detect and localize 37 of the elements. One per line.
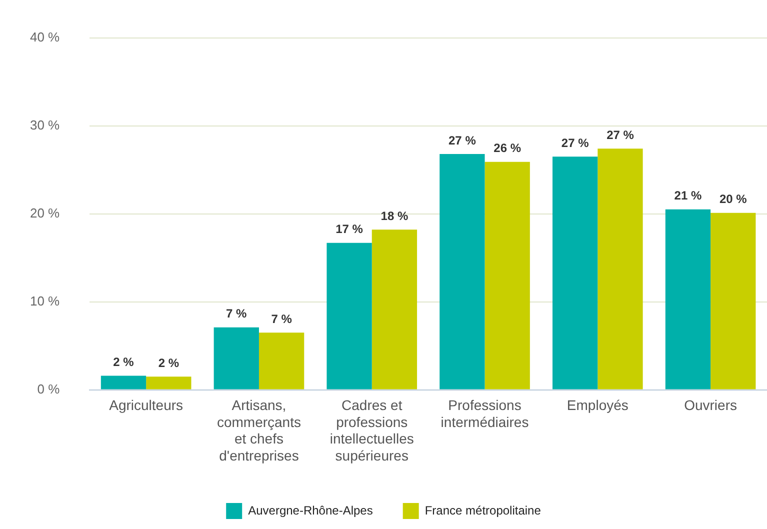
- data-label: 17 %: [336, 222, 364, 236]
- bar: [146, 376, 192, 390]
- bar: [372, 230, 418, 390]
- x-tick-label: Cadres et professions intellectuelles supérieures: [330, 397, 414, 464]
- legend-label: France métropolitaine: [424, 503, 542, 518]
- y-tick-label: 40 %: [30, 29, 60, 44]
- bar: [440, 154, 485, 390]
- data-label: 18 %: [380, 208, 408, 223]
- x-tick-label: Professions intermédiaires: [440, 397, 529, 430]
- x-tick-label: Employés: [566, 397, 628, 414]
- data-label: 27 %: [561, 136, 590, 150]
- data-label: 2 %: [113, 355, 134, 370]
- bar: [710, 212, 756, 390]
- bar: [665, 209, 711, 390]
- bar: [258, 332, 304, 390]
- y-tick-label: 30 %: [30, 117, 60, 132]
- x-tick-label: Artisans, commerçants et chefs d'entreprises: [216, 397, 301, 464]
- legend-label: Auvergne-Rhône-Alpes: [248, 503, 373, 518]
- data-label: 27 %: [606, 128, 634, 142]
- bar: [484, 162, 530, 390]
- y-tick-label: 0 %: [37, 381, 60, 396]
- y-tick-label: 10 %: [30, 293, 60, 308]
- data-label: 7 %: [271, 312, 292, 326]
- x-tick-label: Ouvriers: [684, 397, 738, 414]
- data-label: 7 %: [226, 306, 248, 321]
- data-label: 20 %: [719, 192, 748, 206]
- data-label: 2 %: [158, 356, 180, 370]
- data-label: 26 %: [494, 141, 522, 156]
- bar: [100, 376, 146, 390]
- y-tick-label: 20 %: [30, 205, 60, 220]
- bar: [326, 242, 372, 390]
- bar: [214, 327, 259, 390]
- data-label: 27 %: [448, 133, 476, 148]
- bar: [552, 156, 598, 390]
- data-label: 21 %: [674, 188, 702, 203]
- bar: [598, 148, 643, 390]
- x-tick-label: Agriculteurs: [109, 397, 184, 414]
